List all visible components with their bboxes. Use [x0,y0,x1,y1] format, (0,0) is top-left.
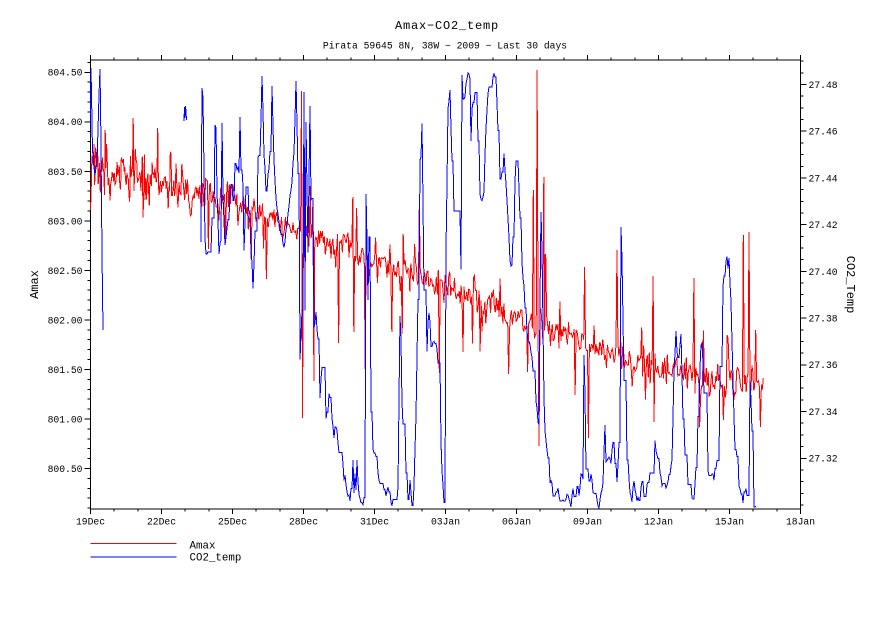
svg-text:27.42: 27.42 [809,220,838,231]
svg-text:803.50: 803.50 [48,167,83,178]
svg-text:19Dec: 19Dec [76,517,105,528]
svg-text:801.00: 801.00 [48,414,83,425]
svg-text:27.34: 27.34 [809,407,838,418]
svg-text:18Jan: 18Jan [786,517,815,528]
svg-text:28Dec: 28Dec [289,517,318,528]
svg-text:CO2_Temp: CO2_Temp [843,256,857,314]
svg-text:Amax: Amax [190,540,216,552]
svg-text:801.50: 801.50 [48,365,83,376]
svg-text:CO2_temp: CO2_temp [190,553,242,565]
svg-text:09Jan: 09Jan [573,517,602,528]
svg-text:27.44: 27.44 [809,173,838,184]
svg-text:27.32: 27.32 [809,454,838,465]
svg-text:Pirata 59645 8N, 38W − 2009 −: Pirata 59645 8N, 38W − 2009 − Last 30 da… [323,40,567,51]
svg-text:27.36: 27.36 [809,360,838,371]
svg-text:804.00: 804.00 [48,117,83,128]
svg-text:27.48: 27.48 [809,80,838,91]
svg-text:27.46: 27.46 [809,127,838,138]
svg-text:12Jan: 12Jan [644,517,673,528]
svg-text:31Dec: 31Dec [360,517,389,528]
svg-text:Amax: Amax [28,270,42,299]
svg-text:25Dec: 25Dec [218,517,247,528]
svg-text:802.00: 802.00 [48,315,83,326]
svg-text:803.00: 803.00 [48,216,83,227]
svg-text:27.38: 27.38 [809,314,838,325]
svg-text:802.50: 802.50 [48,266,83,277]
svg-text:800.50: 800.50 [48,464,83,475]
svg-text:06Jan: 06Jan [502,517,531,528]
svg-text:804.50: 804.50 [48,68,83,79]
svg-text:27.40: 27.40 [809,267,838,278]
svg-text:22Dec: 22Dec [147,517,176,528]
svg-text:Amax−CO2_temp: Amax−CO2_temp [395,19,499,33]
svg-text:03Jan: 03Jan [431,517,460,528]
svg-text:15Jan: 15Jan [715,517,744,528]
